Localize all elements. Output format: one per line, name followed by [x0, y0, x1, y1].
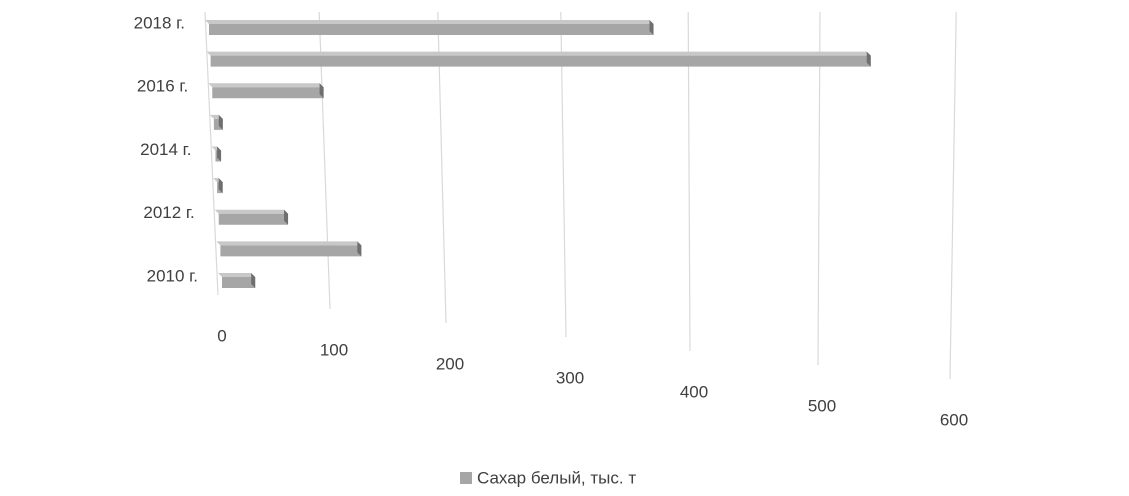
bar-top [218, 273, 256, 277]
grid-line [949, 11, 957, 380]
bar-side [218, 178, 223, 194]
x-tick-label: 0 [217, 326, 226, 345]
bar [210, 55, 871, 67]
legend-label: Сахар белый, тыс. т [477, 468, 636, 487]
bar [209, 24, 654, 35]
grid-line [204, 11, 219, 296]
y-tick-label: 2016 г. [137, 77, 188, 96]
x-tick-label: 400 [680, 382, 708, 401]
bar [220, 245, 362, 257]
y-tick-label: 2012 г. [143, 203, 194, 222]
bar [222, 277, 256, 288]
bar-side [217, 146, 222, 162]
bars: 2010 г. 2012 г. 2014 г. 2016 г. 2018 г. [134, 13, 871, 288]
x-tick-label: 300 [556, 368, 584, 387]
y-tick-label: 2018 г. [134, 13, 185, 32]
legend: Сахар белый, тыс. т [460, 468, 636, 487]
grid-line [817, 11, 821, 366]
grid: 0 100 200 300 400 500 600 [204, 11, 968, 429]
bar-top [205, 20, 654, 24]
x-tick-label: 500 [808, 396, 836, 415]
bar-side [218, 114, 223, 130]
bar [212, 87, 324, 99]
bar-side [251, 273, 256, 288]
bar-top [216, 241, 362, 246]
legend-swatch [460, 472, 472, 484]
bar-side [357, 241, 362, 257]
y-tick-label: 2014 г. [140, 140, 191, 159]
bar-side [284, 209, 289, 225]
bar-side [866, 51, 871, 67]
y-tick-label: 2010 г. [147, 266, 198, 285]
x-tick-label: 200 [436, 354, 464, 373]
x-tick-label: 100 [320, 340, 348, 359]
bar-top [206, 51, 871, 56]
bar-top [214, 209, 289, 214]
bar-top [208, 83, 324, 88]
grid-line [687, 11, 691, 352]
bar-side [319, 83, 324, 99]
bar [218, 213, 289, 225]
x-tick-label: 600 [940, 410, 968, 429]
bar-side [649, 20, 654, 35]
